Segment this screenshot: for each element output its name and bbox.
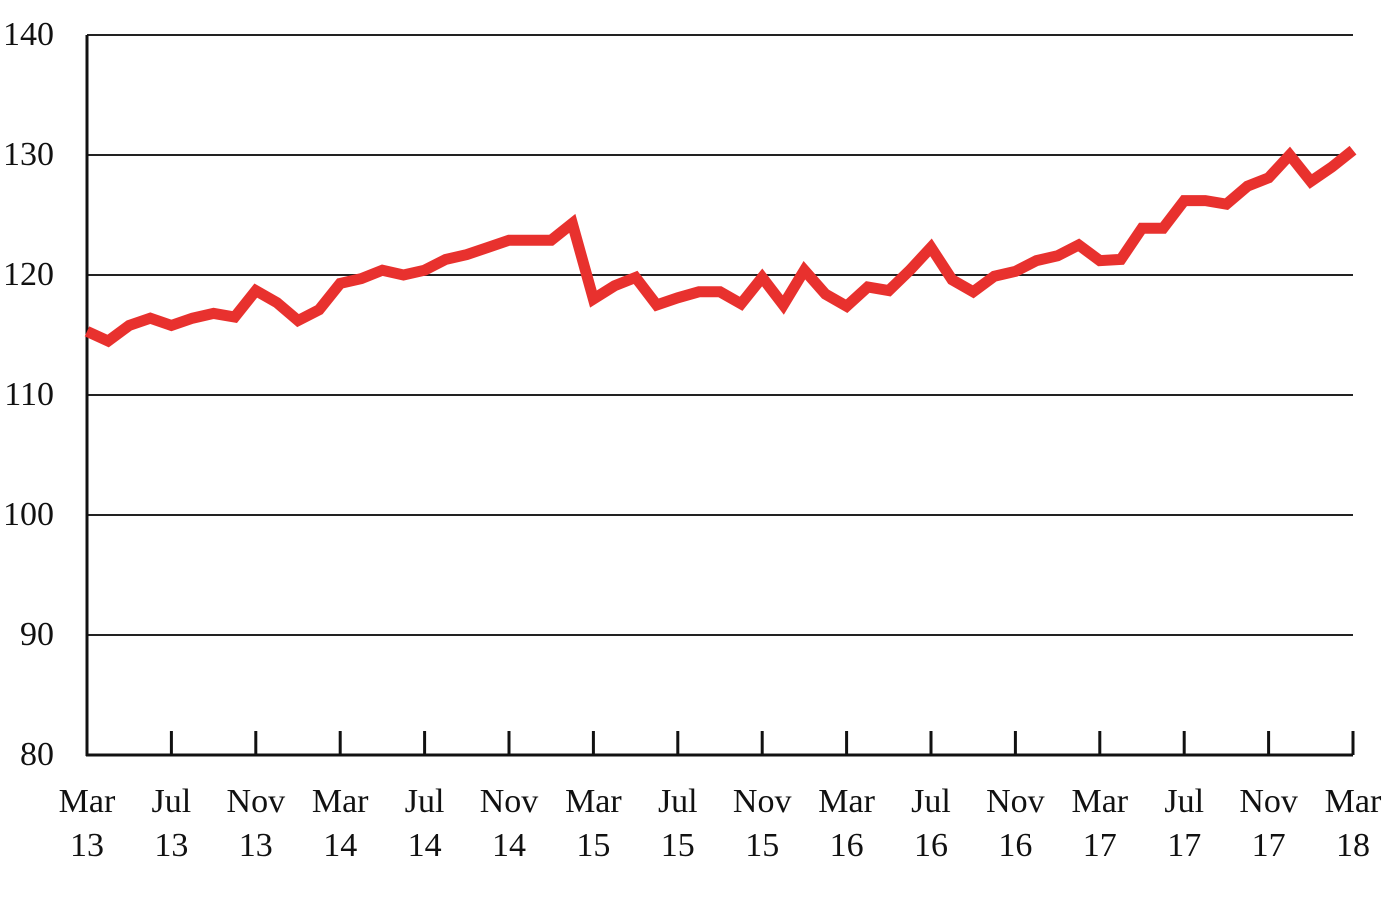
x-tick-label-year: 13 bbox=[239, 827, 273, 864]
x-tick-label-year: 14 bbox=[492, 827, 526, 864]
x-tick-label-month: Mar bbox=[818, 783, 875, 820]
x-tick-label-year: 14 bbox=[408, 827, 442, 864]
x-tick-label-month: Nov bbox=[480, 783, 539, 820]
x-tick-label-month: Nov bbox=[733, 783, 792, 820]
y-tick-label: 120 bbox=[3, 256, 54, 293]
y-tick-label: 90 bbox=[20, 616, 54, 653]
gridlines bbox=[87, 34, 1353, 636]
y-tick-label: 140 bbox=[3, 16, 54, 53]
x-tick-label-year: 16 bbox=[914, 827, 948, 864]
x-tick-label-year: 15 bbox=[576, 827, 610, 864]
x-tick-label-year: 13 bbox=[154, 827, 188, 864]
x-tick-label-year: 14 bbox=[323, 827, 357, 864]
x-tick-label-year: 17 bbox=[1252, 827, 1286, 864]
x-tick-label-year: 17 bbox=[1083, 827, 1117, 864]
x-tick-label-year: 15 bbox=[661, 827, 695, 864]
x-tick-label-month: Nov bbox=[986, 783, 1045, 820]
x-tick-label-year: 17 bbox=[1167, 827, 1201, 864]
x-tick-label-month: Jul bbox=[911, 783, 951, 820]
x-tick-label-month: Mar bbox=[1071, 783, 1128, 820]
x-tick-label-year: 16 bbox=[998, 827, 1032, 864]
x-tick-label-month: Nov bbox=[1239, 783, 1298, 820]
x-tick-label-year: 13 bbox=[70, 827, 104, 864]
x-tick-label-month: Mar bbox=[1325, 783, 1382, 820]
x-tick-label-month: Jul bbox=[405, 783, 445, 820]
y-tick-label: 110 bbox=[4, 376, 54, 413]
x-tick-label-month: Nov bbox=[227, 783, 286, 820]
x-tick-label-month: Jul bbox=[152, 783, 192, 820]
x-tick-label-month: Mar bbox=[312, 783, 369, 820]
y-axis-labels: 80 90 100 110 120 130 140 bbox=[3, 16, 54, 773]
y-tick-label: 130 bbox=[3, 136, 54, 173]
x-tick-label-year: 16 bbox=[830, 827, 864, 864]
x-tick-label-year: 18 bbox=[1336, 827, 1370, 864]
x-tick-label-month: Mar bbox=[565, 783, 622, 820]
y-tick-label: 100 bbox=[3, 496, 54, 533]
x-axis-labels: Mar 13 Jul 13 Nov 13 Mar 14 Jul 14 Nov 14 Mar 15 Jul 15… bbox=[59, 783, 1382, 864]
x-tick-label-year: 15 bbox=[745, 827, 779, 864]
x-axis-ticks bbox=[85, 731, 1355, 755]
x-tick-label-month: Jul bbox=[1164, 783, 1204, 820]
x-tick-label-month: Mar bbox=[59, 783, 116, 820]
x-tick-label-month: Jul bbox=[658, 783, 698, 820]
series-line bbox=[84, 145, 1357, 348]
y-tick-label: 80 bbox=[20, 736, 54, 773]
